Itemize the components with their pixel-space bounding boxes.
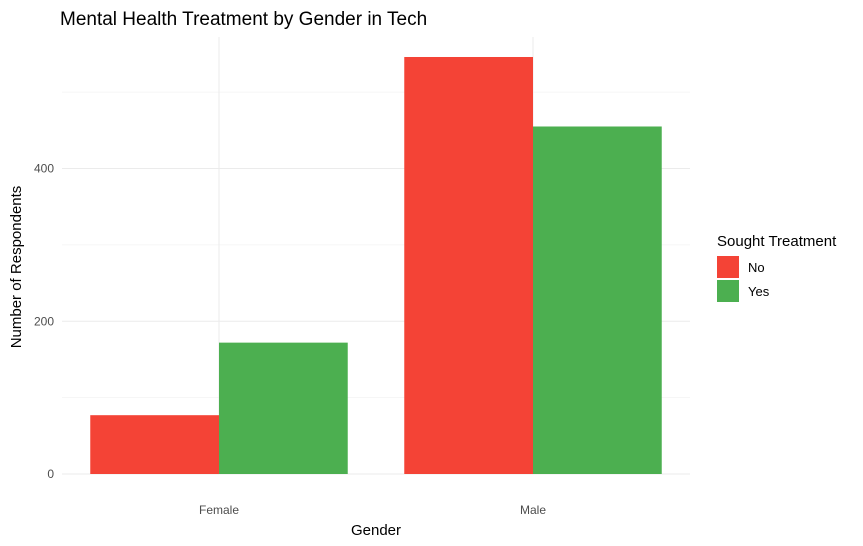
legend: Sought Treatment No Yes <box>717 233 837 302</box>
y-tick-label: 400 <box>34 162 54 176</box>
y-axis-tick-labels: 0 200 400 <box>34 162 54 482</box>
chart-title: Mental Health Treatment by Gender in Tec… <box>60 9 427 30</box>
bar-male-yes <box>533 126 662 475</box>
legend-key-yes <box>717 280 739 302</box>
legend-label-no: No <box>748 260 765 275</box>
legend-title: Sought Treatment <box>717 233 837 250</box>
legend-label-yes: Yes <box>748 284 770 299</box>
grid-lines <box>62 37 690 475</box>
x-axis-tick-labels: Female Male <box>199 503 546 517</box>
y-tick-label: 0 <box>47 467 54 481</box>
bars <box>90 56 662 475</box>
legend-key-no <box>717 256 739 278</box>
bar-female-yes <box>219 342 348 474</box>
x-axis-title: Gender <box>351 522 401 539</box>
legend-items: No Yes <box>717 256 770 302</box>
bar-male-no <box>404 56 533 475</box>
x-tick-label: Male <box>520 503 546 517</box>
y-axis-title: Number of Respondents <box>8 186 25 349</box>
bar-female-no <box>90 415 219 474</box>
x-tick-label: Female <box>199 503 239 517</box>
y-tick-label: 200 <box>34 314 54 328</box>
